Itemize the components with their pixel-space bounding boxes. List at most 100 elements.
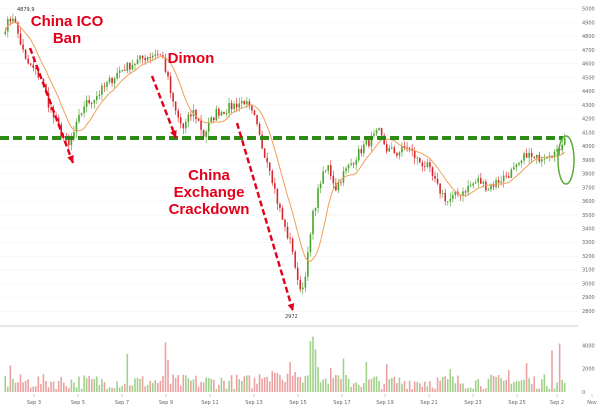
moving-average-line — [4, 22, 566, 263]
candle-body — [118, 70, 121, 73]
time-tick-label: Sep 11 — [201, 400, 218, 406]
time-tick-label: Sep 9 — [159, 400, 173, 406]
high-price-label: 4879.9 — [17, 7, 35, 13]
volume-bar — [80, 388, 83, 392]
candle-body — [106, 82, 108, 87]
candle-body — [525, 153, 528, 158]
volume-bar — [439, 380, 441, 392]
price-tick-label: 3400 — [582, 226, 595, 232]
candle-body — [243, 101, 246, 105]
volume-bar — [393, 376, 396, 392]
candle-body — [284, 219, 286, 227]
volume-bar — [179, 385, 182, 392]
candle-body — [14, 18, 17, 23]
candle-body — [182, 123, 185, 129]
time-tick-label: Sep 13 — [245, 400, 262, 406]
candle-body — [70, 138, 73, 146]
candle-body — [179, 117, 182, 124]
price-tick-label: 3900 — [582, 158, 595, 164]
candle-body — [93, 100, 96, 104]
volume-bar — [141, 376, 144, 392]
candle-body — [172, 93, 174, 102]
candle-body — [477, 178, 480, 183]
price-tick-label: 3500 — [582, 213, 595, 219]
volume-bar — [235, 374, 238, 392]
candle-body — [215, 108, 218, 121]
volume-bar — [96, 376, 98, 392]
candle-body — [266, 157, 268, 163]
candle-body — [309, 234, 312, 253]
candle-body — [373, 133, 375, 136]
volume-bar — [7, 386, 9, 392]
volume-bar — [528, 378, 530, 392]
annotation-arrow-shaft — [235, 122, 295, 312]
volume-bar — [474, 380, 477, 392]
volume-bar — [449, 368, 452, 392]
candle-body — [136, 59, 139, 64]
volume-bar — [304, 375, 307, 392]
volume-bar — [429, 381, 431, 392]
volume-bar — [177, 375, 179, 392]
volume-bar — [434, 388, 436, 392]
volume-bar — [497, 374, 500, 392]
annotation-china-ico-ban: Ban — [53, 30, 81, 47]
candle-body — [502, 175, 505, 182]
volume-bar — [276, 373, 279, 392]
volume-bar — [220, 377, 223, 392]
volume-bar — [533, 376, 536, 392]
candle-body — [518, 162, 520, 165]
volume-bar — [314, 349, 317, 392]
candle-body — [210, 117, 213, 123]
volume-bar — [332, 377, 335, 392]
candle-body — [444, 192, 446, 202]
candle-body — [472, 183, 474, 186]
candle-body — [111, 78, 113, 84]
volume-bar — [485, 388, 487, 392]
candle-body — [190, 114, 192, 117]
candle-body — [302, 287, 304, 290]
volume-bar — [294, 372, 296, 392]
candle-body — [98, 94, 101, 97]
candle-body — [495, 180, 497, 187]
volume-bar — [302, 382, 304, 392]
volume-bar — [286, 373, 289, 392]
volume-bar — [151, 383, 154, 392]
volume-bar — [27, 379, 29, 392]
candle-body — [85, 100, 88, 107]
candle-body — [561, 144, 563, 151]
candle-body — [335, 183, 337, 191]
volume-bar — [271, 371, 274, 392]
volume-bar — [312, 336, 314, 392]
candle-body — [469, 185, 472, 187]
volume-bar — [124, 383, 126, 392]
volume-bar — [162, 375, 164, 392]
candle-body — [370, 135, 373, 147]
volume-bar — [507, 370, 510, 392]
volume-bar — [340, 378, 342, 392]
volume-bar — [426, 386, 429, 392]
volume-bar — [169, 383, 172, 392]
price-tick-label: 4200 — [582, 117, 595, 123]
price-axis: 2800 2900 3000 3100 3200 3300 3400 3500 3600 3700… — [582, 7, 595, 315]
price-tick-label: 4000 — [582, 144, 595, 150]
volume-bar — [500, 378, 502, 392]
candle-body — [391, 147, 393, 149]
volume-bar — [490, 374, 492, 392]
volume-bar — [418, 383, 421, 392]
candle-body — [337, 182, 340, 191]
volume-bar — [388, 379, 391, 392]
volume-bar — [391, 378, 393, 392]
volume-bar — [73, 382, 75, 392]
volume-bar — [413, 381, 416, 392]
volume-bar — [548, 388, 551, 392]
volume-bar — [129, 385, 131, 392]
volume-bar — [281, 379, 284, 392]
candle-body — [314, 208, 317, 211]
candle-body — [116, 72, 118, 79]
candle-body — [543, 158, 546, 160]
volume-bar — [121, 385, 124, 392]
candle-body — [164, 57, 167, 72]
volume-bar — [296, 376, 299, 392]
candle-body — [225, 113, 228, 115]
